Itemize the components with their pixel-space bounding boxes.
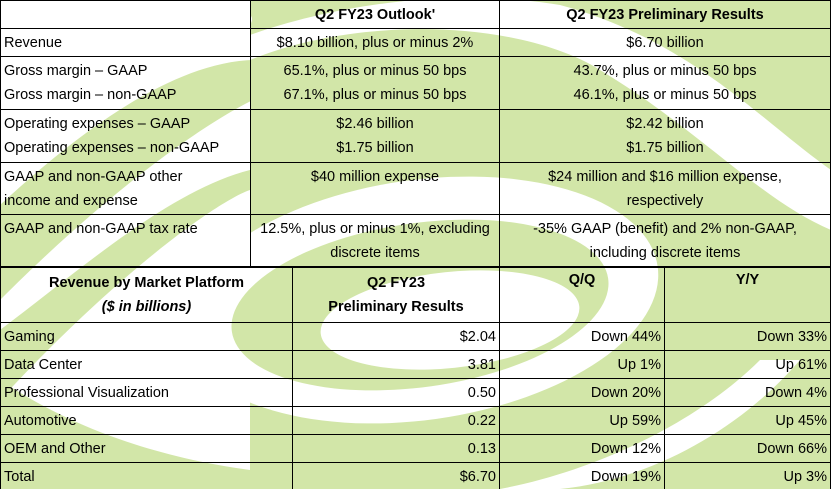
row-results: $2.42 billion $1.75 billion bbox=[499, 109, 831, 163]
table-row: Gross margin – GAAP Gross margin – non-G… bbox=[0, 56, 831, 110]
row-outlook: 12.5%, plus or minus 1%, excluding discr… bbox=[250, 214, 500, 267]
outlook-table: Q2 FY23 Outlook' Q2 FY23 Preliminary Res… bbox=[0, 0, 831, 267]
platform-qq: Down 20% bbox=[499, 378, 665, 407]
platform-name: Automotive bbox=[0, 406, 293, 435]
platform-name: OEM and Other bbox=[0, 434, 293, 463]
platform-name: Total bbox=[0, 462, 293, 489]
table-row: Data Center 3.81 Up 1% Up 61% bbox=[0, 350, 831, 379]
row-label: Revenue bbox=[0, 28, 251, 57]
platform-qq: Down 12% bbox=[499, 434, 665, 463]
table-row: Operating expenses – GAAP Operating expe… bbox=[0, 109, 831, 163]
platform-qq: Up 59% bbox=[499, 406, 665, 435]
platform-qq: Down 44% bbox=[499, 322, 665, 351]
row-outlook: $40 million expense bbox=[250, 162, 500, 215]
table-row: Professional Visualization 0.50 Down 20%… bbox=[0, 378, 831, 407]
platform-name: Data Center bbox=[0, 350, 293, 379]
platform-value: 0.50 bbox=[292, 378, 500, 407]
platform-value: $2.04 bbox=[292, 322, 500, 351]
row-results: $6.70 billion bbox=[499, 28, 831, 57]
row-results: 43.7%, plus or minus 50 bps 46.1%, plus … bbox=[499, 56, 831, 110]
platform-header-qq: Q/Q bbox=[499, 267, 665, 323]
platform-table: Revenue by Market Platform ($ in billion… bbox=[0, 267, 831, 489]
platform-qq: Up 1% bbox=[499, 350, 665, 379]
row-outlook: $8.10 billion, plus or minus 2% bbox=[250, 28, 500, 57]
table-row: GAAP and non-GAAP tax rate 12.5%, plus o… bbox=[0, 214, 831, 267]
platform-value: $6.70 bbox=[292, 462, 500, 489]
platform-header-yy: Y/Y bbox=[664, 267, 831, 323]
outlook-header-empty bbox=[0, 0, 251, 29]
platform-header-platform: Revenue by Market Platform ($ in billion… bbox=[0, 267, 293, 323]
row-outlook: 65.1%, plus or minus 50 bps 67.1%, plus … bbox=[250, 56, 500, 110]
platform-name: Professional Visualization bbox=[0, 378, 293, 407]
row-label: GAAP and non-GAAP tax rate bbox=[0, 214, 251, 267]
platform-yy: Up 3% bbox=[664, 462, 831, 489]
row-outlook: $2.46 billion $1.75 billion bbox=[250, 109, 500, 163]
outlook-header-outlook: Q2 FY23 Outlook' bbox=[250, 0, 500, 29]
platform-value: 0.13 bbox=[292, 434, 500, 463]
table-row: OEM and Other 0.13 Down 12% Down 66% bbox=[0, 434, 831, 463]
platform-yy: Down 66% bbox=[664, 434, 831, 463]
platform-qq: Down 19% bbox=[499, 462, 665, 489]
table-row: GAAP and non-GAAP other income and expen… bbox=[0, 162, 831, 215]
table-row-total: Total $6.70 Down 19% Up 3% bbox=[0, 462, 831, 489]
row-label: Operating expenses – GAAP Operating expe… bbox=[0, 109, 251, 163]
row-label: GAAP and non-GAAP other income and expen… bbox=[0, 162, 251, 215]
table-row: Automotive 0.22 Up 59% Up 45% bbox=[0, 406, 831, 435]
table-row: Revenue $8.10 billion, plus or minus 2% … bbox=[0, 28, 831, 57]
platform-yy: Up 45% bbox=[664, 406, 831, 435]
platform-name: Gaming bbox=[0, 322, 293, 351]
platform-value: 3.81 bbox=[292, 350, 500, 379]
outlook-header-results: Q2 FY23 Preliminary Results bbox=[499, 0, 831, 29]
table-row: Gaming $2.04 Down 44% Down 33% bbox=[0, 322, 831, 351]
row-results: -35% GAAP (benefit) and 2% non-GAAP, inc… bbox=[499, 214, 831, 267]
platform-yy: Down 33% bbox=[664, 322, 831, 351]
outlook-header-row: Q2 FY23 Outlook' Q2 FY23 Preliminary Res… bbox=[0, 0, 831, 29]
platform-value: 0.22 bbox=[292, 406, 500, 435]
platform-header-results: Q2 FY23 Preliminary Results bbox=[292, 267, 500, 323]
row-label: Gross margin – GAAP Gross margin – non-G… bbox=[0, 56, 251, 110]
platform-yy: Up 61% bbox=[664, 350, 831, 379]
platform-header-row: Revenue by Market Platform ($ in billion… bbox=[0, 267, 831, 323]
platform-yy: Down 4% bbox=[664, 378, 831, 407]
row-results: $24 million and $16 million expense, res… bbox=[499, 162, 831, 215]
